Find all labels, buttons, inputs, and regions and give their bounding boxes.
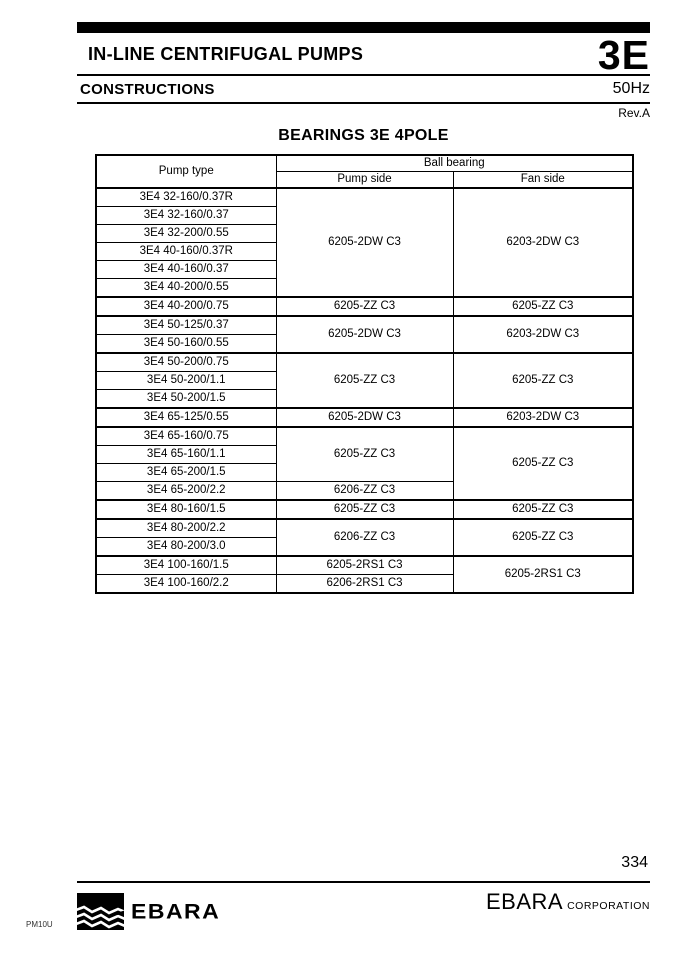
- top-black-bar: [77, 22, 650, 33]
- pump-type-cell: 3E4 100-160/2.2: [95, 573, 277, 594]
- pump-side-bearing-cell: 6205-2DW C3: [275, 186, 454, 298]
- table-row: 3E4 50-200/0.75 6205-ZZ C3 6205-ZZ C3: [95, 351, 634, 409]
- pump-type-cell: 3E4 50-200/0.75: [95, 351, 277, 372]
- table-row: 3E4 40-160/0.37: [95, 259, 633, 279]
- company-suffix: CORPORATION: [567, 900, 650, 912]
- pump-type-cell: 3E4 65-160/0.75: [95, 425, 277, 446]
- table-row: 3E4 32-160/0.37R 6205-2DW C3 6203-2DW C3: [95, 186, 634, 298]
- pump-side-bearing-cell: 6206-ZZ C3: [275, 480, 454, 501]
- table-row: 3E4 65-160/0.75 6205-ZZ C3 6205-ZZ C3: [95, 425, 634, 501]
- bearings-table-body: 3E4 32-160/0.37R 6205-2DW C3 6203-2DW C3 3E…: [95, 186, 634, 594]
- footer-divider: [77, 881, 650, 883]
- table-row: 3E4 40-200/0.75 6205-ZZ C3 6205-ZZ C3: [95, 295, 634, 317]
- table-header-row: Pump type Ball bearing: [95, 154, 634, 189]
- pump-side-bearing-cell: 6205-2DW C3: [275, 314, 454, 354]
- company-signature: EBARA CORPORATION: [486, 889, 650, 915]
- fan-side-bearing-cell: 6205-ZZ C3: [452, 498, 634, 520]
- bearings-table: Pump type Ball bearing Pump side Fan sid…: [95, 153, 635, 594]
- pump-type-cell: 3E4 50-200/1.1: [95, 370, 277, 390]
- fan-side-bearing-cell: 6203-2DW C3: [452, 406, 634, 428]
- pump-type-cell: 3E4 32-160/0.37: [95, 205, 277, 225]
- section-label: CONSTRUCTIONS: [80, 80, 215, 98]
- table-row: 3E4 50-125/0.37 6205-2DW C3 6203-2DW C3: [95, 314, 634, 354]
- pump-type-cell: 3E4 65-160/1.1: [95, 444, 277, 464]
- page-header: IN-LINE CENTRIFUGAL PUMPS 3E: [77, 33, 650, 76]
- section-header: CONSTRUCTIONS 50Hz: [77, 76, 650, 104]
- pump-type-cell: 3E4 50-160/0.55: [95, 333, 277, 354]
- bearings-table-section: BEARINGS 3E 4POLE Pump type Ball bearing…: [95, 126, 635, 594]
- fan-side-bearing-cell: 6205-ZZ C3: [452, 295, 634, 317]
- product-line-title: IN-LINE CENTRIFUGAL PUMPS: [88, 43, 364, 64]
- pump-side-bearing-cell: 6206-ZZ C3: [275, 517, 454, 557]
- column-header-pump-type: Pump type: [95, 154, 277, 189]
- table-row: 3E4 80-160/1.5 6205-ZZ C3 6205-ZZ C3: [95, 498, 634, 520]
- pump-type-cell: 3E4 32-160/0.37R: [95, 186, 277, 207]
- pump-type-cell: 3E4 50-200/1.5: [95, 388, 277, 409]
- table-row: 3E4 100-160/2.2 6206-2RS1 C3: [95, 573, 633, 594]
- table-row: 3E4 80-200/2.2 6206-ZZ C3 6205-ZZ C3: [95, 517, 634, 557]
- table-row: 3E4 65-200/2.2 6206-ZZ C3: [95, 480, 633, 501]
- revision-label: Rev.A: [618, 105, 650, 120]
- pump-type-cell: 3E4 65-200/1.5: [95, 462, 277, 482]
- pump-side-bearing-cell: 6205-ZZ C3: [275, 425, 454, 482]
- pump-type-cell: 3E4 100-160/1.5: [95, 554, 277, 575]
- ebara-logo-icon: [77, 893, 124, 930]
- pump-side-bearing-cell: 6205-ZZ C3: [275, 295, 454, 317]
- model-code: 3E: [597, 32, 650, 78]
- pump-side-bearing-cell: 6205-ZZ C3: [275, 498, 454, 520]
- ebara-logo-text: EBARA: [131, 898, 221, 924]
- table-row: 3E4 100-160/1.5 6205-2RS1 C3 6205-2RS1 C3: [95, 554, 634, 594]
- pump-type-cell: 3E4 32-200/0.55: [95, 223, 277, 243]
- pump-type-cell: 3E4 65-200/2.2: [95, 480, 277, 501]
- pump-type-cell: 3E4 80-160/1.5: [95, 498, 277, 520]
- page-number: 334: [621, 854, 648, 871]
- pump-type-cell: 3E4 80-200/2.2: [95, 517, 277, 538]
- fan-side-bearing-cell: 6205-ZZ C3: [452, 425, 634, 501]
- column-header-fan-side: Fan side: [452, 170, 634, 189]
- fan-side-bearing-cell: 6205-2RS1 C3: [452, 554, 634, 594]
- table-title: BEARINGS 3E 4POLE: [278, 126, 449, 144]
- column-header-pump-side: Pump side: [275, 170, 454, 189]
- ebara-logo: EBARA: [77, 893, 220, 930]
- frequency-label: 50Hz: [612, 79, 650, 97]
- column-header-ball-bearing: Ball bearing: [275, 154, 634, 172]
- fan-side-bearing-cell: 6205-ZZ C3: [452, 517, 634, 557]
- table-row: 3E4 65-200/1.5: [95, 462, 633, 482]
- pump-type-cell: 3E4 40-160/0.37: [95, 259, 277, 279]
- pump-type-cell: 3E4 40-160/0.37R: [95, 241, 277, 261]
- table-row: 3E4 65-125/0.55 6205-2DW C3 6203-2DW C3: [95, 406, 634, 428]
- fan-side-bearing-cell: 6203-2DW C3: [452, 186, 634, 298]
- fan-side-bearing-cell: 6203-2DW C3: [452, 314, 634, 354]
- pump-side-bearing-cell: 6205-ZZ C3: [275, 351, 454, 409]
- pump-side-bearing-cell: 6205-2RS1 C3: [275, 554, 454, 575]
- pump-side-bearing-cell: 6205-2DW C3: [275, 406, 454, 428]
- pump-type-cell: 3E4 50-125/0.37: [95, 314, 277, 335]
- pump-type-cell: 3E4 80-200/3.0: [95, 536, 277, 557]
- pump-side-bearing-cell: 6206-2RS1 C3: [275, 573, 454, 594]
- company-name: EBARA: [486, 889, 564, 914]
- pump-type-cell: 3E4 40-200/0.55: [95, 277, 277, 298]
- pump-type-cell: 3E4 40-200/0.75: [95, 295, 277, 317]
- table-row: 3E4 40-160/0.37R: [95, 241, 633, 261]
- pump-type-cell: 3E4 65-125/0.55: [95, 406, 277, 428]
- doc-code: PM10U: [26, 920, 53, 929]
- table-row: 3E4 50-200/1.1: [95, 370, 633, 390]
- fan-side-bearing-cell: 6205-ZZ C3: [452, 351, 634, 409]
